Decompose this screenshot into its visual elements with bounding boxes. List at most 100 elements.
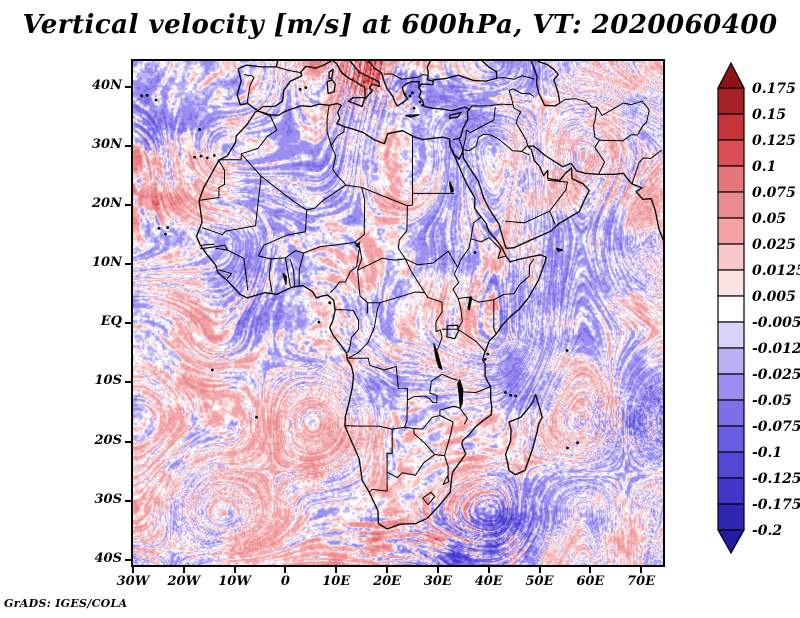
y-axis-tick [125,322,131,325]
x-axis-tick [182,567,185,573]
country-border [435,302,443,332]
coastline [530,61,561,107]
country-border [201,227,226,236]
country-border [404,258,426,293]
colorbar-tick-label: -0.025 [752,367,800,383]
country-border [384,73,428,80]
colorbar-segment [717,139,745,167]
country-border [404,426,415,429]
country-border [512,88,535,97]
country-border [344,400,408,430]
colorbar-tick-label: 0.15 [752,107,786,123]
country-border [276,66,302,74]
country-border [218,153,242,161]
colorbar-bottom-arrow [716,529,746,555]
chart-title: Vertical velocity [m/s] at 600hPa, VT: 2… [22,10,778,40]
y-axis-tick-label: 30N [92,137,122,153]
country-border [461,386,491,393]
x-axis-tick-label: 20W [167,574,201,589]
y-axis-tick [125,263,131,266]
island-dot [486,352,490,356]
coastline [448,111,462,119]
colorbar-tick-label: 0.1 [752,159,776,175]
country-border [298,252,305,286]
island-dot [166,226,169,230]
island-dot [154,98,158,102]
colorbar-tick-label: -0.1 [752,445,782,461]
country-border [294,184,347,211]
colorbar-tick-label: -0.0125 [752,341,800,357]
country-border [346,310,360,354]
colorbar-tick-label: -0.175 [752,497,800,513]
island-dot [317,320,321,324]
country-border [258,209,308,257]
y-axis-tick-label: 40S [94,550,122,566]
country-border [357,270,369,314]
y-axis-tick [125,204,131,207]
country-border [559,98,597,108]
coastline [332,61,381,100]
colorbar-segment [717,373,745,401]
x-axis-tick-label: 20E [373,574,402,589]
lake [433,343,443,371]
colorbar-tick-label: 0.125 [752,133,796,149]
lake [355,241,361,248]
y-axis-tick [125,145,131,148]
country-border [348,302,381,359]
country-border [284,257,291,287]
x-axis-tick-label: 40E [474,574,503,589]
coastline [328,68,334,80]
colorbar-top-arrow [717,61,745,89]
colorbar-segment [717,399,745,427]
coastline [347,96,366,108]
island-dot [298,88,302,91]
x-axis-tick-label: 70E [627,574,656,589]
coastline [449,145,663,249]
coastline [555,247,564,252]
colorbar-segment [717,113,745,141]
island-dot [328,301,332,305]
coastline [367,61,420,107]
country-border [348,357,408,401]
lake [449,181,455,193]
country-border [424,292,443,303]
country-border [457,238,472,268]
country-border [462,133,528,152]
colorbar-tick-label: -0.2 [752,523,782,539]
island-dot [411,91,414,95]
island-dot [304,86,308,89]
island-dot [205,156,209,160]
x-axis-tick [589,567,592,573]
island-dot [418,100,422,104]
island-dot [255,415,258,419]
country-border [200,244,228,251]
y-axis-tick [125,558,131,561]
country-border [504,210,556,225]
x-axis-tick [386,567,389,573]
island-dot [198,128,201,131]
country-border [397,205,408,260]
country-border [357,257,406,271]
lake [457,379,464,409]
y-axis-tick [125,85,131,88]
island-dot [210,368,214,372]
island-dot [509,394,512,397]
country-border [596,100,650,116]
y-axis-tick-label: 10N [92,255,122,271]
colorbar-segment [717,477,745,505]
country-border [508,88,514,105]
country-border [227,249,249,291]
country-border [435,329,443,351]
country-border [468,103,514,110]
y-axis-tick-label: EQ [100,314,122,330]
colorbar-segment [717,87,745,115]
colorbar-segment [717,503,745,531]
country-border [200,243,215,246]
colorbar-tick-label: -0.125 [752,471,800,487]
country-border [241,110,278,155]
island-dot [473,251,477,254]
country-border [345,184,413,207]
x-axis-tick-label: 30E [423,574,452,589]
country-border [439,415,454,456]
country-border [457,328,485,352]
